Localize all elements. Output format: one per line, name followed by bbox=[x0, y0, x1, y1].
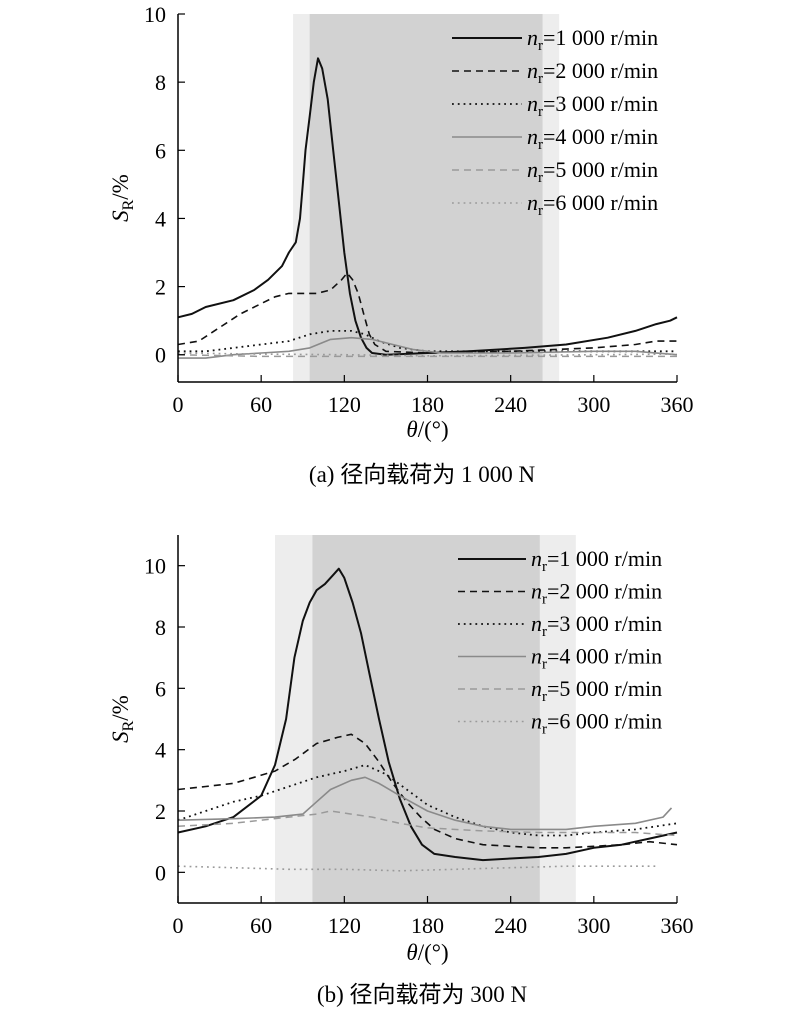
series-line-1 bbox=[177, 567, 678, 862]
x-tick-label: 360 bbox=[661, 913, 694, 938]
y-tick-label: 2 bbox=[155, 799, 166, 824]
series-line-4 bbox=[178, 336, 678, 359]
legend-label-5: nr=5 000 r/min bbox=[527, 157, 658, 186]
series-line-3 bbox=[177, 764, 678, 837]
legend-label-4: nr=4 000 r/min bbox=[531, 644, 662, 673]
y-tick-label: 10 bbox=[144, 2, 166, 27]
legend-label-3: nr=3 000 r/min bbox=[527, 91, 658, 120]
y-tick-label: 6 bbox=[155, 676, 166, 701]
chart-panel-b: 0 60 120 180 240 300 360 0 2 4 6 8 10 θ/(°) SR/% nr=1 0… bbox=[108, 535, 694, 1007]
legend-label-6: nr=6 000 r/min bbox=[531, 709, 662, 738]
legend-label-6: nr=6 000 r/min bbox=[527, 190, 658, 219]
x-tick-label: 0 bbox=[173, 913, 184, 938]
shaded-band-dark bbox=[309, 14, 543, 382]
legend-label-3: nr=3 000 r/min bbox=[531, 611, 662, 640]
series-line-4 bbox=[177, 776, 673, 831]
chart-panel-a: 0 60 120 180 240 300 360 0 2 4 6 8 10 θ/(°) SR/% nr=1 0… bbox=[108, 2, 694, 487]
y-axis-label: SR/% bbox=[108, 174, 137, 222]
y-tick-label: 8 bbox=[155, 70, 166, 95]
legend-label-4: nr=4 000 r/min bbox=[527, 124, 658, 153]
legend-label-2: nr=2 000 r/min bbox=[527, 58, 658, 87]
legend-label-2: nr=2 000 r/min bbox=[531, 579, 662, 608]
x-tick-label: 60 bbox=[250, 913, 272, 938]
x-tick-label: 120 bbox=[328, 392, 361, 417]
x-tick-label: 300 bbox=[577, 913, 610, 938]
legend-label-5: nr=5 000 r/min bbox=[531, 676, 662, 705]
x-tick-label: 240 bbox=[494, 392, 527, 417]
legend-label-1: nr=1 000 r/min bbox=[531, 546, 662, 575]
y-tick-label: 4 bbox=[155, 206, 166, 231]
y-tick-label: 6 bbox=[155, 138, 166, 163]
x-axis-label: θ/(°) bbox=[406, 417, 448, 442]
panel-caption: (b) 径向载荷为 300 N bbox=[317, 982, 528, 1007]
x-tick-label: 240 bbox=[494, 913, 527, 938]
x-tick-label: 120 bbox=[328, 913, 361, 938]
y-tick-label: 10 bbox=[144, 554, 166, 579]
x-tick-label: 300 bbox=[577, 392, 610, 417]
series-line-3 bbox=[178, 330, 677, 353]
series-line-6 bbox=[177, 865, 657, 872]
legend-label-1: nr=1 000 r/min bbox=[527, 25, 658, 54]
series-line-5 bbox=[177, 810, 678, 837]
series-line-6 bbox=[177, 352, 678, 357]
panel-caption: (a) 径向载荷为 1 000 N bbox=[309, 462, 536, 487]
x-tick-label: 180 bbox=[411, 392, 444, 417]
x-tick-label: 60 bbox=[250, 392, 272, 417]
series-line-1 bbox=[177, 57, 678, 356]
x-tick-label: 0 bbox=[173, 392, 184, 417]
x-tick-label: 360 bbox=[661, 392, 694, 417]
x-tick-label: 180 bbox=[411, 913, 444, 938]
y-axis-label: SR/% bbox=[108, 695, 137, 743]
y-tick-label: 4 bbox=[155, 738, 166, 763]
y-tick-label: 2 bbox=[155, 275, 166, 300]
series-line-2 bbox=[177, 272, 677, 354]
y-tick-label: 8 bbox=[155, 615, 166, 640]
y-tick-label: 0 bbox=[155, 860, 166, 885]
y-tick-label: 0 bbox=[155, 343, 166, 368]
x-axis-label: θ/(°) bbox=[406, 940, 448, 965]
